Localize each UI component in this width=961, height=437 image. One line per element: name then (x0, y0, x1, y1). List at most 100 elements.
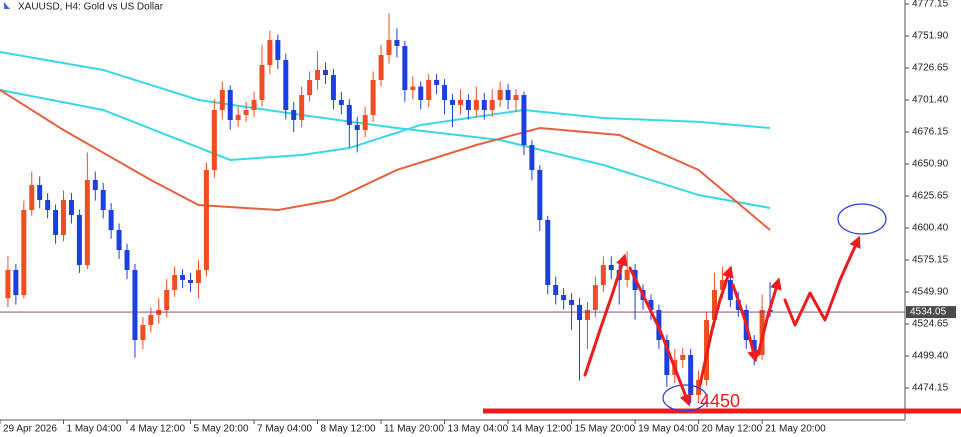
y-tick-label: 4600.40 (912, 223, 949, 234)
y-tick-label: 4549.90 (912, 287, 949, 298)
candle-body (219, 89, 225, 111)
candle-body (195, 269, 201, 283)
candle-body (76, 214, 82, 266)
y-tick-label: 4524.65 (912, 319, 949, 330)
candle-body (211, 110, 217, 170)
candle-body (600, 265, 606, 286)
candle-body (322, 69, 328, 76)
candle-body (410, 86, 416, 90)
candle-body (545, 220, 551, 286)
candle-body (108, 210, 114, 231)
candle-body (275, 40, 281, 60)
circle-marker (662, 384, 708, 412)
x-tick-label: 15 May 20:00 (575, 424, 636, 435)
candle-body (37, 185, 43, 200)
candle-body (521, 95, 527, 145)
x-tick-label: 1 May 04:00 (67, 424, 122, 435)
candle-body (13, 269, 19, 296)
moving-average (0, 89, 771, 231)
x-tick-label: 20 May 12:00 (702, 424, 763, 435)
candle-body (505, 89, 511, 100)
candle-body (259, 65, 265, 100)
candle-body (711, 289, 717, 321)
y-tick-label: 4777.15 (912, 0, 949, 10)
arrow (628, 266, 691, 407)
candle-body (592, 285, 598, 310)
candle-body (346, 104, 352, 125)
candle-body (553, 285, 559, 296)
candle-body (45, 199, 51, 210)
candle-body (378, 55, 384, 80)
candle-body (61, 199, 67, 235)
x-tick-label: 21 May 20:00 (765, 424, 826, 435)
candle-body (132, 269, 138, 341)
candle-body (243, 110, 249, 115)
candle-body (394, 40, 400, 47)
y-tick-label: 4650.90 (912, 159, 949, 170)
candle-body (100, 189, 106, 210)
x-tick-label: 14 May 12:00 (511, 424, 572, 435)
plot-area (0, 13, 905, 404)
candle-body (727, 279, 733, 300)
candle-body (84, 179, 90, 266)
price-tag (906, 306, 956, 319)
candle-body (497, 89, 503, 100)
candle-body (719, 279, 725, 290)
candle-body (267, 40, 273, 66)
candle-body (418, 86, 424, 100)
candle-body (537, 169, 543, 221)
annotations: 4450 (483, 203, 961, 414)
arrow (756, 277, 782, 357)
candle-body (561, 295, 567, 300)
candle-body (140, 324, 146, 341)
moving-average (0, 89, 771, 161)
y-tick-label: 4676.15 (912, 127, 949, 138)
candle-body (291, 110, 297, 121)
candle-body (664, 340, 670, 376)
candle-body (457, 99, 463, 105)
candle-body (529, 144, 535, 170)
candle-body (386, 40, 392, 56)
x-tick-label: 4 May 12:00 (130, 424, 185, 435)
x-tick-label: 7 May 04:00 (257, 424, 312, 435)
candle-body (648, 299, 654, 310)
candle-body (513, 95, 519, 100)
candle-body (116, 230, 122, 251)
candle-body (402, 46, 408, 90)
candle-body (338, 99, 344, 105)
candle-body (283, 59, 289, 111)
arrow (583, 253, 628, 377)
candle-body (299, 95, 305, 121)
candle-body (68, 199, 74, 215)
candle-body (489, 99, 495, 111)
candle-body (124, 250, 130, 270)
arrow (731, 283, 759, 363)
candle-body (53, 210, 59, 235)
y-tick-label: 4474.15 (912, 383, 949, 394)
candle-body (680, 354, 686, 360)
y-tick-label: 4751.90 (912, 31, 949, 42)
candle-body (465, 99, 471, 111)
candle-body (624, 269, 630, 280)
price-tag-label: 4534.05 (910, 307, 947, 318)
candle-body (307, 79, 313, 96)
arrow (698, 265, 734, 387)
x-tick-label: 13 May 04:00 (448, 424, 509, 435)
y-tick-label: 4499.40 (912, 351, 949, 362)
arrow (783, 235, 861, 327)
chart-title: XAUUSD, H4: Gold vs US Dollar (18, 2, 164, 13)
y-tick-label: 4575.15 (912, 255, 949, 266)
candle-body (354, 124, 360, 131)
candle-body (569, 299, 575, 305)
x-tick-label: 5 May 20:00 (194, 424, 249, 435)
candle-body (5, 269, 11, 299)
candle-body (473, 99, 479, 111)
y-tick-label: 4701.40 (912, 95, 949, 106)
candle-body (148, 314, 154, 325)
candle-body (608, 265, 614, 270)
x-tick-label: 11 May 20:00 (384, 424, 444, 435)
candle-body (29, 185, 35, 210)
candle-body (227, 89, 233, 121)
candle-body (688, 354, 694, 396)
